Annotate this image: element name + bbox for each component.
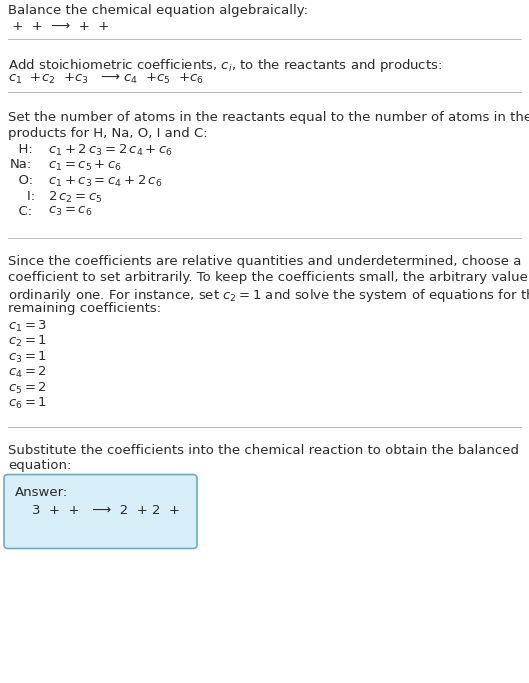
Text: Since the coefficients are relative quantities and underdetermined, choose a: Since the coefficients are relative quan…	[8, 255, 522, 268]
FancyBboxPatch shape	[4, 475, 197, 548]
Text: $c_1$  +$c_2$  +$c_3$   ⟶ $c_4$  +$c_5$  +$c_6$: $c_1$ +$c_2$ +$c_3$ ⟶ $c_4$ +$c_5$ +$c_6…	[8, 72, 204, 86]
Text: equation:: equation:	[8, 459, 71, 472]
Text: $c_1 + c_3 = c_4 + 2\,c_6$: $c_1 + c_3 = c_4 + 2\,c_6$	[48, 174, 162, 189]
Text: Set the number of atoms in the reactants equal to the number of atoms in the: Set the number of atoms in the reactants…	[8, 111, 529, 124]
Text: C:: C:	[10, 205, 32, 218]
Text: Add stoichiometric coefficients, $c_i$, to the reactants and products:: Add stoichiometric coefficients, $c_i$, …	[8, 57, 442, 74]
Text: coefficient to set arbitrarily. To keep the coefficients small, the arbitrary va: coefficient to set arbitrarily. To keep …	[8, 271, 529, 284]
Text: Answer:: Answer:	[15, 486, 68, 499]
Text: remaining coefficients:: remaining coefficients:	[8, 302, 161, 315]
Text: $c_1 = 3$: $c_1 = 3$	[8, 318, 47, 333]
Text: $c_4 = 2$: $c_4 = 2$	[8, 365, 47, 380]
Text: H:: H:	[10, 143, 33, 156]
Text: I:: I:	[10, 189, 35, 202]
Text: ordinarily one. For instance, set $c_2 = 1$ and solve the system of equations fo: ordinarily one. For instance, set $c_2 =…	[8, 286, 529, 303]
Text: 3  +  +   ⟶  2  + 2  +: 3 + + ⟶ 2 + 2 +	[15, 505, 184, 518]
Text: $2\,c_2 = c_5$: $2\,c_2 = c_5$	[48, 189, 103, 205]
Text: $c_6 = 1$: $c_6 = 1$	[8, 396, 47, 411]
Text: $c_1 + 2\,c_3 = 2\,c_4 + c_6$: $c_1 + 2\,c_3 = 2\,c_4 + c_6$	[48, 143, 173, 158]
Text: Balance the chemical equation algebraically:: Balance the chemical equation algebraica…	[8, 4, 308, 17]
Text: Na:: Na:	[10, 158, 32, 171]
Text: $c_5 = 2$: $c_5 = 2$	[8, 380, 47, 395]
Text: O:: O:	[10, 174, 33, 187]
Text: Substitute the coefficients into the chemical reaction to obtain the balanced: Substitute the coefficients into the che…	[8, 443, 519, 456]
Text: $c_3 = 1$: $c_3 = 1$	[8, 350, 47, 365]
Text: +  +  ⟶  +  +: + + ⟶ + +	[8, 20, 114, 33]
Text: products for H, Na, O, I and C:: products for H, Na, O, I and C:	[8, 126, 207, 139]
Text: $c_2 = 1$: $c_2 = 1$	[8, 334, 47, 349]
Text: $c_3 = c_6$: $c_3 = c_6$	[48, 205, 93, 218]
Text: $c_1 = c_5 + c_6$: $c_1 = c_5 + c_6$	[48, 158, 122, 173]
